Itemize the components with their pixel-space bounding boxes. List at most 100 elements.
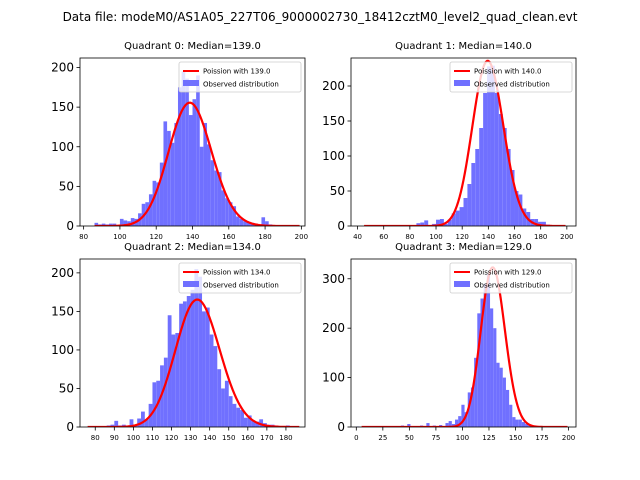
panel-quadrant-0: Quadrant 0: Median=139.0 80 100 120 140 160 1…	[51, 41, 308, 241]
y-tick-label: 100	[322, 149, 345, 163]
histogram-bar	[470, 387, 475, 427]
histogram-bar	[145, 202, 149, 226]
x-tick-label: 90	[110, 434, 119, 442]
legend: Poission with 139.0 Observed distribution	[178, 61, 302, 93]
y-tick-label: 150	[322, 114, 345, 128]
histogram-bar	[185, 78, 189, 226]
x-tick-label: 200	[560, 233, 573, 241]
histogram-bar	[239, 218, 244, 226]
histogram-bar	[199, 146, 204, 226]
x-tick-label: 150	[509, 434, 522, 442]
histogram-bar	[194, 269, 199, 427]
histogram-bar	[196, 75, 200, 226]
legend-label-poisson: Poission with 129.0	[474, 269, 542, 277]
x-tick-label: 110	[146, 434, 159, 442]
histogram-bar	[436, 219, 440, 226]
legend-box	[178, 61, 302, 93]
histogram-bar	[221, 388, 225, 427]
y-tick-label: 50	[330, 184, 345, 198]
legend-label-poisson: Poission with 139.0	[203, 68, 271, 76]
histogram-bar	[214, 170, 218, 226]
histogram-bar	[451, 213, 456, 226]
histogram-bar	[129, 419, 134, 427]
panel-title: Quadrant 2: Median=134.0	[124, 242, 261, 253]
x-tick-label: 130	[184, 434, 197, 442]
histogram-bar	[475, 149, 480, 226]
x-tick-label: 200	[295, 233, 308, 241]
histogram-bar	[525, 424, 529, 427]
histogram-bar	[246, 222, 251, 226]
histogram-bar	[455, 210, 460, 226]
histogram-bar	[207, 144, 211, 226]
histogram-bar	[175, 332, 180, 427]
poisson-curve	[361, 266, 568, 427]
legend-patch-swatch	[454, 80, 470, 86]
histogram-bar	[518, 194, 523, 226]
histogram-bar	[141, 411, 145, 427]
legend-box	[178, 262, 302, 294]
histogram-bar	[228, 396, 233, 427]
histogram-bar	[528, 425, 532, 427]
x-tick-label: 170	[260, 434, 273, 442]
panel-quadrant-1: Quadrant 1: Median=140.0 40 60 80 100 120 140…	[322, 41, 577, 241]
histogram-bar	[480, 298, 484, 427]
histogram-bar	[109, 223, 113, 226]
legend-box	[449, 262, 573, 294]
histogram-bar	[114, 420, 119, 427]
histogram-bar	[467, 392, 471, 427]
histogram-bar	[407, 424, 411, 427]
x-tick-label: 140	[203, 434, 216, 442]
axes-frame	[350, 57, 577, 227]
legend-label-observed: Observed distribution	[474, 81, 550, 89]
histogram-bar	[192, 99, 197, 226]
histogram-bar	[243, 417, 248, 427]
histogram-bar	[461, 404, 465, 427]
histogram-bar	[174, 122, 178, 226]
x-tick-label: 100	[429, 233, 442, 241]
histogram-bar	[225, 198, 229, 226]
x-tick-label: 140	[482, 233, 495, 241]
histogram-bar	[518, 419, 522, 427]
histogram-bar	[493, 328, 497, 427]
y-tick-label: 0	[66, 219, 74, 233]
x-tick-label: 120	[165, 434, 178, 442]
y-tick-label: 200	[322, 321, 345, 335]
histogram-bar	[236, 407, 241, 427]
x-tick-label: 200	[562, 434, 575, 442]
panel-title: Quadrant 0: Median=139.0	[124, 41, 261, 52]
x-tick-label: 80	[79, 233, 88, 241]
plot-area	[94, 71, 300, 226]
legend-label-poisson: Poission with 134.0	[203, 269, 271, 277]
x-tick-label: 180	[258, 233, 271, 241]
x-tick-label: 180	[534, 233, 547, 241]
y-tick-label: 200	[51, 61, 74, 75]
histogram-bar	[179, 303, 183, 427]
axes-frame	[79, 258, 306, 428]
histogram-bar	[101, 223, 106, 226]
histogram-bar	[490, 308, 494, 427]
histogram-bar	[261, 217, 266, 226]
x-tick-label: 175	[535, 434, 548, 442]
legend-label-observed: Observed distribution	[203, 81, 279, 89]
y-tick-label: 100	[51, 140, 74, 154]
histogram-bar	[496, 362, 500, 427]
histogram-bar	[509, 404, 513, 427]
panel-title: Quadrant 3: Median=129.0	[395, 242, 532, 253]
histogram-bar	[487, 66, 491, 226]
histogram-bar	[210, 160, 215, 226]
histogram-bar	[232, 403, 237, 427]
histogram-bar	[186, 295, 191, 427]
y-tick-label: 100	[51, 343, 74, 357]
histogram-bar	[463, 198, 468, 226]
legend: Poission with 129.0 Observed distribution	[449, 262, 573, 294]
histogram-bar	[236, 216, 240, 226]
histogram-bar	[217, 172, 222, 226]
legend-patch-swatch	[183, 80, 199, 86]
histogram-bar	[477, 313, 481, 427]
histogram-bar	[110, 424, 115, 427]
histogram-bar	[479, 128, 484, 226]
x-tick-label: 120	[456, 233, 469, 241]
poisson-curve	[94, 101, 300, 226]
histogram-bar	[152, 382, 157, 427]
figure-suptitle: Data file: modeM0/AS1A05_227T06_90000027…	[63, 10, 578, 24]
